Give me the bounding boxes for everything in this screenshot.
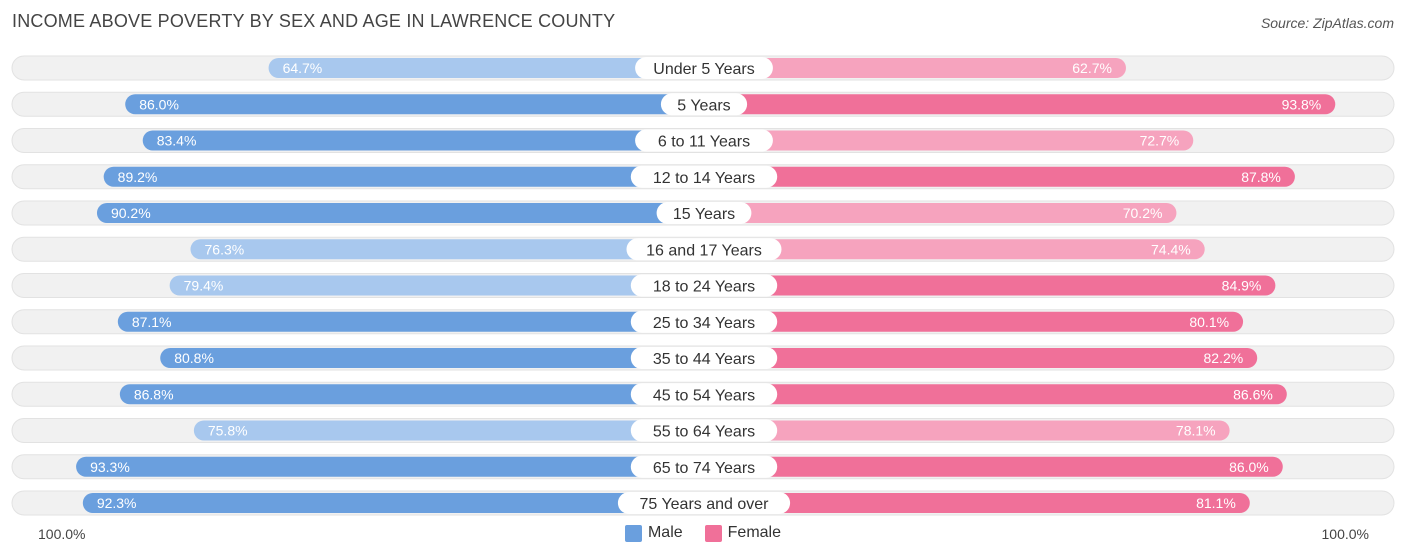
- male-value-label: 64.7%: [283, 60, 323, 76]
- axis-right-label: 100.0%: [1321, 526, 1369, 542]
- female-bar-75-years-and-over: [704, 493, 1250, 513]
- category-label: 25 to 34 Years: [653, 315, 755, 332]
- category-label: 16 and 17 Years: [646, 242, 762, 259]
- male-value-label: 87.1%: [132, 314, 172, 330]
- female-bar-6-to-11-years: [704, 130, 1194, 151]
- female-bar-12-to-14-years: [704, 166, 1295, 187]
- category-label: 35 to 44 Years: [653, 351, 755, 368]
- female-value-label: 93.8%: [1282, 96, 1322, 112]
- male-bar-6-to-11-years: [142, 130, 704, 151]
- female-bar-16-and-17-years: [704, 239, 1205, 260]
- male-bar-12-to-14-years: [103, 166, 704, 187]
- category-label: 75 Years and over: [640, 496, 770, 513]
- legend-swatch-male: [624, 524, 642, 542]
- category-pill-25-to-34-years: [630, 310, 778, 333]
- female-value-label: 87.8%: [1241, 169, 1281, 185]
- category-pill-5-years: [660, 93, 748, 116]
- category-label: 5 Years: [677, 97, 730, 114]
- category-pill-6-to-11-years: [635, 129, 773, 152]
- female-bar-15-years: [704, 203, 1177, 223]
- category-pill-75-years-and-over: [617, 492, 791, 514]
- legend-swatch-female: [704, 524, 722, 542]
- female-value-label: 82.2%: [1204, 350, 1244, 366]
- female-bar-45-to-54-years: [704, 384, 1287, 405]
- female-value-label: 70.2%: [1123, 205, 1163, 221]
- male-bar-35-to-44-years: [160, 348, 704, 368]
- female-value-label: 80.1%: [1189, 314, 1229, 330]
- female-bar-65-to-74-years: [704, 456, 1283, 477]
- axis-left-label: 100.0%: [38, 526, 86, 542]
- legend-label-female: Female: [727, 524, 782, 541]
- category-label: 55 to 64 Years: [653, 424, 755, 441]
- male-bar-15-years: [96, 203, 705, 223]
- female-value-label: 84.9%: [1222, 278, 1262, 294]
- category-pill-65-to-74-years: [630, 455, 778, 478]
- category-pill-12-to-14-years: [630, 165, 778, 188]
- male-bar-65-to-74-years: [76, 456, 704, 477]
- female-bar-25-to-34-years: [704, 311, 1244, 332]
- female-value-label: 78.1%: [1176, 423, 1216, 439]
- female-value-label: 74.4%: [1151, 241, 1191, 257]
- category-pill-18-to-24-years: [630, 274, 778, 297]
- category-pill-under-5-years: [635, 57, 773, 79]
- category-label: 12 to 14 Years: [653, 170, 755, 187]
- category-pill-16-and-17-years: [626, 238, 782, 261]
- female-bar-5-years: [704, 94, 1336, 115]
- male-bar-18-to-24-years: [169, 275, 704, 296]
- bar-chart: 64.7% 62.7% Under 5 Years 86.0% 93.8% 5 Years…: [11, 55, 1395, 516]
- female-value-label: 86.0%: [1229, 459, 1269, 475]
- category-label: 65 to 74 Years: [653, 460, 755, 477]
- male-value-label: 75.8%: [208, 423, 248, 439]
- source-label: Source: ZipAtlas.com: [1260, 15, 1394, 31]
- male-bar-75-years-and-over: [82, 493, 705, 513]
- female-bar-55-to-64-years: [704, 420, 1230, 441]
- chart-title: INCOME ABOVE POVERTY BY SEX AND AGE IN L…: [12, 11, 616, 31]
- male-value-label: 90.2%: [111, 205, 151, 221]
- male-value-label: 92.3%: [97, 495, 137, 511]
- category-label: Under 5 Years: [653, 61, 754, 78]
- category-pill-15-years: [656, 202, 752, 224]
- male-value-label: 76.3%: [205, 241, 245, 257]
- female-value-label: 62.7%: [1072, 60, 1112, 76]
- female-bar-under-5-years: [704, 58, 1126, 78]
- category-pill-55-to-64-years: [630, 419, 778, 442]
- male-value-label: 89.2%: [118, 169, 158, 185]
- male-bar-5-years: [125, 94, 705, 115]
- category-label: 15 Years: [673, 206, 735, 223]
- male-bar-16-and-17-years: [190, 239, 705, 260]
- male-value-label: 86.0%: [139, 96, 179, 112]
- female-bar-35-to-44-years: [704, 348, 1258, 368]
- category-pill-35-to-44-years: [630, 347, 778, 369]
- category-label: 6 to 11 Years: [658, 134, 750, 151]
- legend-item-female[interactable]: Female: [704, 524, 782, 542]
- female-value-label: 81.1%: [1196, 495, 1236, 511]
- male-value-label: 80.8%: [174, 350, 214, 366]
- category-label: 18 to 24 Years: [653, 279, 755, 296]
- male-value-label: 79.4%: [184, 278, 224, 294]
- female-bar-18-to-24-years: [704, 275, 1276, 296]
- category-label: 45 to 54 Years: [653, 387, 755, 404]
- female-value-label: 86.6%: [1233, 386, 1273, 402]
- legend-label-male: Male: [647, 524, 683, 541]
- male-bar-under-5-years: [268, 58, 704, 78]
- male-bar-45-to-54-years: [119, 384, 704, 405]
- legend: Male Female: [0, 524, 1406, 542]
- male-value-label: 93.3%: [90, 459, 130, 475]
- male-bar-25-to-34-years: [117, 311, 704, 332]
- male-value-label: 86.8%: [134, 386, 174, 402]
- male-bar-55-to-64-years: [193, 420, 704, 441]
- category-pill-45-to-54-years: [630, 383, 778, 406]
- legend-item-male[interactable]: Male: [624, 524, 683, 542]
- female-value-label: 72.7%: [1140, 133, 1180, 149]
- male-value-label: 83.4%: [157, 133, 197, 149]
